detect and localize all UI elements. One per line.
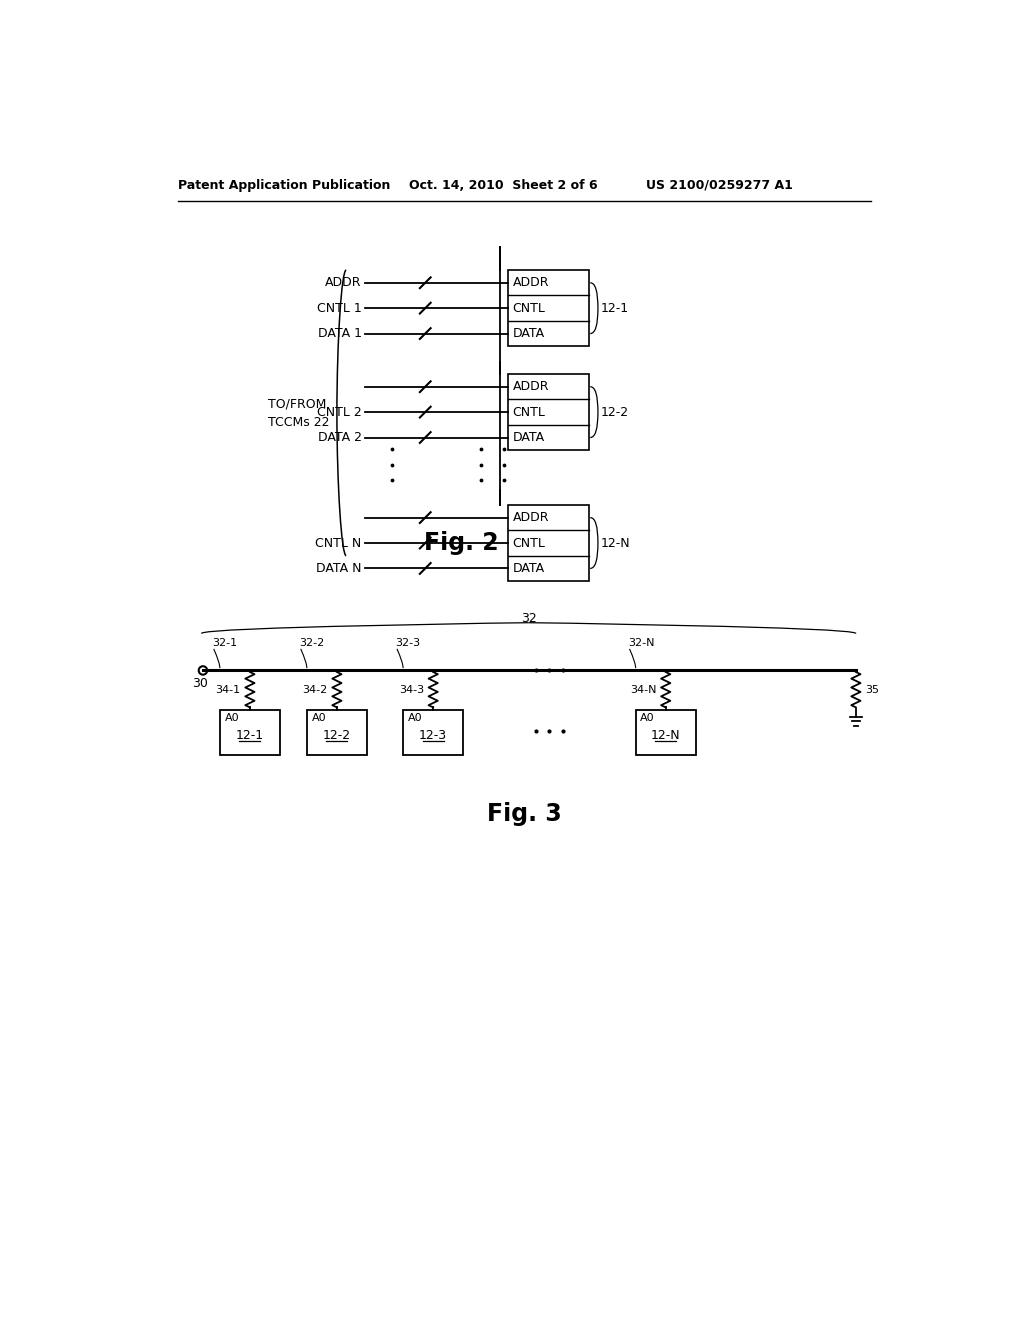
Bar <box>508 271 589 346</box>
Text: CNTL: CNTL <box>512 302 546 314</box>
Text: 12-3: 12-3 <box>419 730 447 742</box>
Text: 34-2: 34-2 <box>302 685 328 694</box>
Text: 32-3: 32-3 <box>395 639 421 648</box>
Text: TCCMs 22: TCCMs 22 <box>267 416 329 429</box>
Text: CNTL 1: CNTL 1 <box>316 302 361 314</box>
Text: 35: 35 <box>865 685 880 694</box>
Text: A0: A0 <box>311 713 326 723</box>
Text: Fig. 2: Fig. 2 <box>424 532 499 556</box>
Text: CNTL 2: CNTL 2 <box>316 405 361 418</box>
Bar <box>403 710 463 755</box>
Text: Fig. 3: Fig. 3 <box>487 803 562 826</box>
Text: ADDR: ADDR <box>512 380 549 393</box>
Text: DATA: DATA <box>512 562 545 576</box>
Text: DATA N: DATA N <box>316 562 361 576</box>
Text: DATA 1: DATA 1 <box>317 327 361 341</box>
Text: 32-1: 32-1 <box>212 639 238 648</box>
Text: 34-N: 34-N <box>630 685 656 694</box>
Text: CNTL: CNTL <box>512 536 546 549</box>
Text: ADDR: ADDR <box>325 276 361 289</box>
Bar <box>220 710 280 755</box>
Text: US 2100/0259277 A1: US 2100/0259277 A1 <box>646 178 794 191</box>
Text: 12-1: 12-1 <box>236 730 264 742</box>
Text: 12-N: 12-N <box>651 730 681 742</box>
Text: 32-N: 32-N <box>628 639 654 648</box>
Text: 12-2: 12-2 <box>601 405 629 418</box>
Text: 32: 32 <box>521 611 537 624</box>
Text: 30: 30 <box>193 677 208 690</box>
Text: TO/FROM: TO/FROM <box>267 397 326 411</box>
Text: 12-1: 12-1 <box>601 302 629 314</box>
Text: 34-1: 34-1 <box>215 685 241 694</box>
Text: 12-2: 12-2 <box>323 730 351 742</box>
Text: A0: A0 <box>224 713 240 723</box>
Text: Patent Application Publication: Patent Application Publication <box>178 178 391 191</box>
Text: ADDR: ADDR <box>512 276 549 289</box>
Text: Oct. 14, 2010  Sheet 2 of 6: Oct. 14, 2010 Sheet 2 of 6 <box>410 178 598 191</box>
Text: 34-3: 34-3 <box>398 685 424 694</box>
Bar <box>307 710 367 755</box>
Bar <box>508 374 589 450</box>
Text: 12-N: 12-N <box>601 536 631 549</box>
Text: ADDR: ADDR <box>512 511 549 524</box>
Text: CNTL N: CNTL N <box>315 536 361 549</box>
Bar <box>636 710 695 755</box>
Text: DATA 2: DATA 2 <box>317 432 361 444</box>
Text: A0: A0 <box>640 713 655 723</box>
Text: 32-2: 32-2 <box>299 639 325 648</box>
Text: DATA: DATA <box>512 327 545 341</box>
Bar <box>508 506 589 581</box>
Text: A0: A0 <box>408 713 422 723</box>
Text: DATA: DATA <box>512 432 545 444</box>
Text: CNTL: CNTL <box>512 405 546 418</box>
